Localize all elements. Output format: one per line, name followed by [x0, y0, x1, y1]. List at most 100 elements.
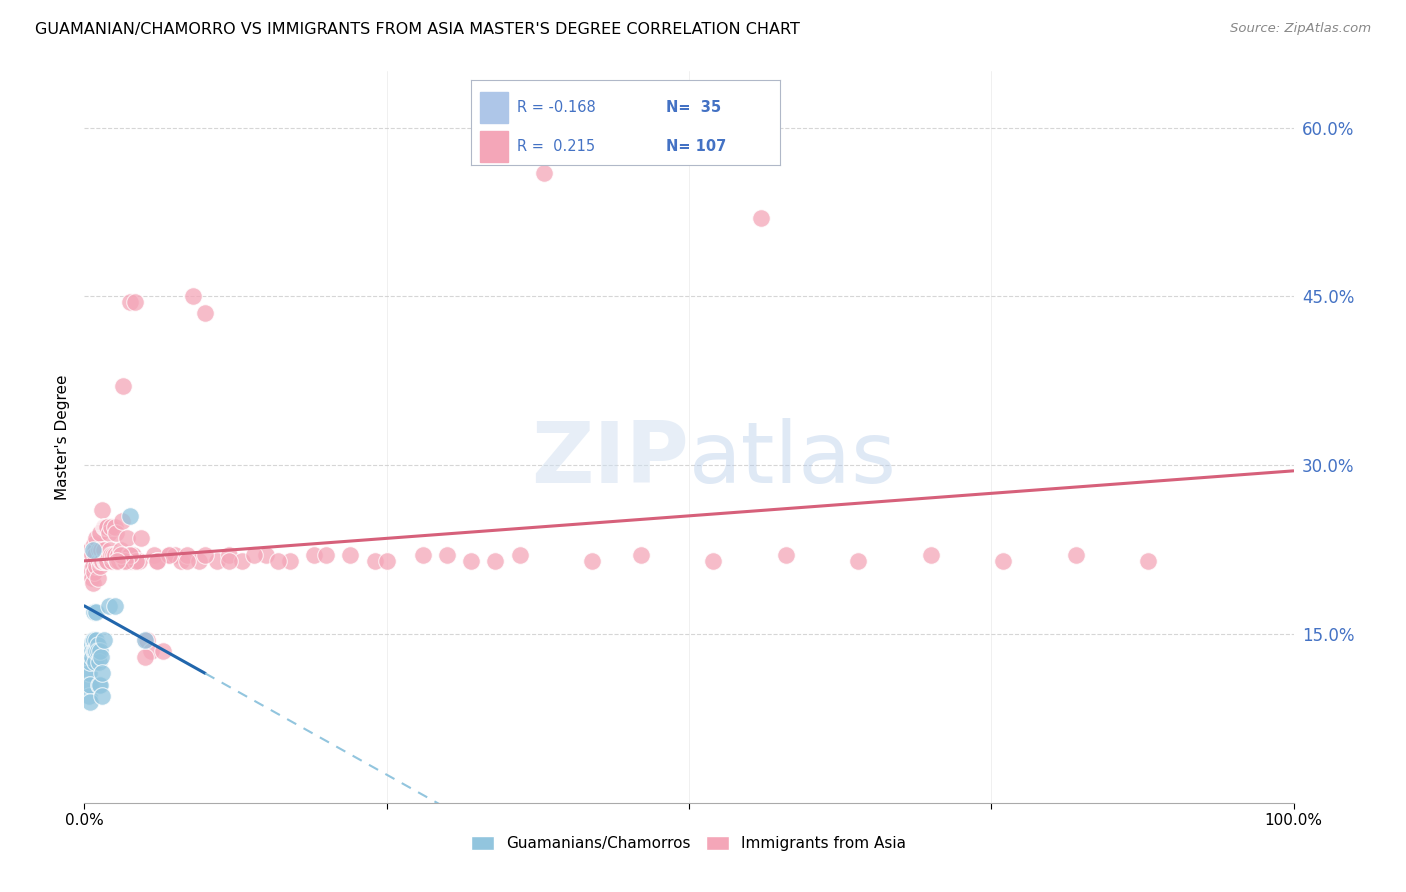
Point: [87, 678, 110, 692]
Point: [124, 295, 146, 310]
Point: [533, 166, 555, 180]
Point: [83, 644, 105, 658]
Point: [94, 520, 117, 534]
Point: [242, 548, 264, 562]
Point: [110, 548, 132, 562]
Point: [90, 542, 112, 557]
Point: [104, 520, 127, 534]
Point: [993, 554, 1015, 568]
Point: [1137, 554, 1160, 568]
Point: [79, 694, 101, 708]
Point: [79, 638, 101, 652]
Point: [104, 525, 127, 540]
Point: [94, 554, 117, 568]
Point: [77, 678, 100, 692]
Point: [114, 554, 136, 568]
Point: [83, 537, 105, 551]
Point: [83, 565, 105, 579]
Point: [86, 605, 108, 619]
Point: [218, 554, 240, 568]
Point: [80, 571, 103, 585]
Point: [181, 289, 204, 303]
Point: [77, 649, 100, 664]
Point: [97, 525, 120, 540]
Text: N= 107: N= 107: [666, 139, 725, 154]
Point: [128, 554, 150, 568]
Text: Source: ZipAtlas.com: Source: ZipAtlas.com: [1230, 22, 1371, 36]
Point: [86, 632, 108, 647]
Point: [90, 554, 112, 568]
Point: [96, 554, 118, 568]
Point: [97, 599, 120, 613]
Point: [86, 638, 108, 652]
Point: [80, 644, 103, 658]
Point: [103, 548, 125, 562]
Point: [254, 548, 277, 562]
Text: GUAMANIAN/CHAMORRO VS IMMIGRANTS FROM ASIA MASTER'S DEGREE CORRELATION CHART: GUAMANIAN/CHAMORRO VS IMMIGRANTS FROM AS…: [35, 22, 800, 37]
Point: [920, 548, 942, 562]
Point: [165, 548, 187, 562]
Point: [101, 554, 124, 568]
Point: [218, 548, 240, 562]
Point: [114, 554, 136, 568]
Point: [108, 554, 131, 568]
Point: [207, 554, 229, 568]
Point: [1064, 548, 1087, 562]
Point: [152, 644, 174, 658]
Point: [91, 503, 114, 517]
Point: [112, 379, 135, 393]
Point: [96, 520, 118, 534]
Point: [77, 666, 100, 681]
Point: [97, 548, 120, 562]
Point: [82, 632, 104, 647]
Point: [143, 548, 166, 562]
Point: [86, 571, 108, 585]
Point: [134, 632, 156, 647]
Point: [104, 548, 127, 562]
Point: [775, 548, 797, 562]
Point: [76, 666, 98, 681]
Point: [134, 632, 156, 647]
Point: [125, 554, 148, 568]
Text: ZIP: ZIP: [531, 417, 689, 500]
Point: [188, 554, 211, 568]
Point: [105, 554, 128, 568]
Point: [86, 644, 108, 658]
Point: [83, 605, 105, 619]
Point: [170, 554, 193, 568]
Point: [87, 554, 110, 568]
Point: [176, 554, 198, 568]
Text: atlas: atlas: [689, 417, 897, 500]
Point: [134, 649, 156, 664]
Point: [751, 211, 773, 225]
Point: [80, 548, 103, 562]
Point: [91, 554, 114, 568]
Point: [104, 599, 127, 613]
Point: [77, 689, 100, 703]
Point: [157, 548, 180, 562]
Point: [86, 559, 108, 574]
Point: [630, 548, 652, 562]
Legend: Guamanians/Chamorros, Immigrants from Asia: Guamanians/Chamorros, Immigrants from As…: [465, 830, 912, 857]
Point: [100, 548, 122, 562]
Point: [91, 666, 114, 681]
Point: [105, 554, 128, 568]
Point: [460, 554, 482, 568]
Point: [87, 542, 110, 557]
Point: [339, 548, 361, 562]
Point: [89, 525, 111, 540]
Text: R =  0.215: R = 0.215: [517, 139, 596, 154]
Point: [89, 678, 111, 692]
Point: [110, 542, 132, 557]
Point: [139, 644, 162, 658]
Point: [176, 548, 198, 562]
Point: [94, 520, 117, 534]
Point: [87, 655, 110, 669]
Point: [111, 515, 134, 529]
Y-axis label: Master's Degree: Master's Degree: [55, 375, 70, 500]
Point: [79, 542, 101, 557]
Point: [86, 644, 108, 658]
Point: [412, 548, 434, 562]
Point: [100, 520, 122, 534]
Point: [120, 508, 142, 523]
